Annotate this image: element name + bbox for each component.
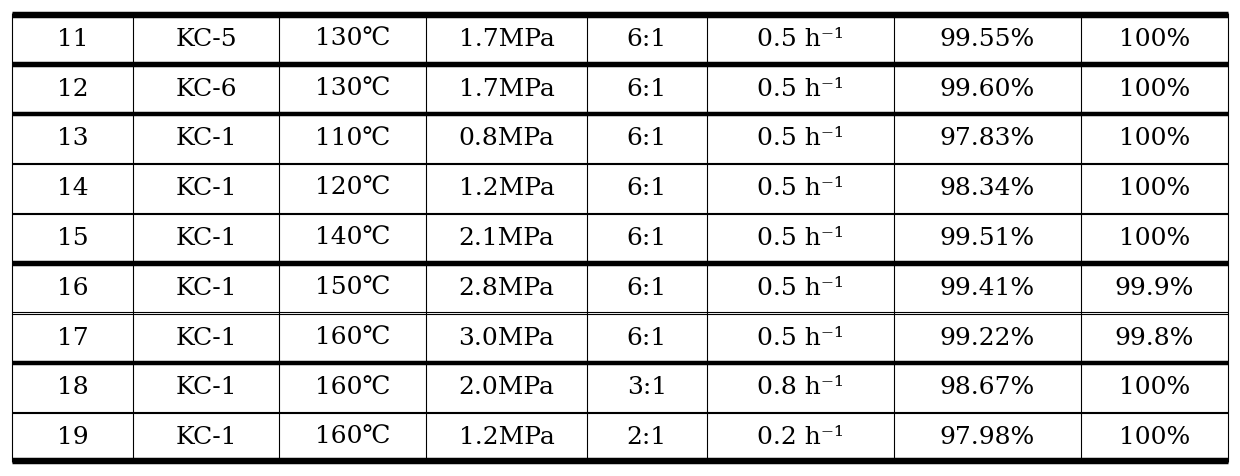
Text: 0.5 h⁻¹: 0.5 h⁻¹ [756,28,843,50]
Text: 19: 19 [57,426,88,448]
Text: 6:1: 6:1 [626,227,667,249]
Text: 99.8%: 99.8% [1115,326,1194,349]
Text: KC-1: KC-1 [175,426,237,448]
Text: 13: 13 [57,127,88,150]
Text: 100%: 100% [1118,28,1189,50]
Text: 100%: 100% [1118,376,1189,398]
Text: 98.67%: 98.67% [940,376,1035,398]
Text: 99.51%: 99.51% [940,227,1035,249]
Text: 2.0MPa: 2.0MPa [459,376,554,398]
Text: 18: 18 [57,376,88,398]
Text: 110℃: 110℃ [315,127,391,150]
Text: 140℃: 140℃ [315,227,391,249]
Text: 6:1: 6:1 [626,127,667,150]
Text: 2.8MPa: 2.8MPa [459,276,554,299]
Text: 2:1: 2:1 [626,426,667,448]
Text: 130℃: 130℃ [315,28,391,50]
Text: KC-1: KC-1 [175,276,237,299]
Text: 100%: 100% [1118,127,1189,150]
Text: 1.2MPa: 1.2MPa [459,177,554,200]
Text: 100%: 100% [1118,78,1189,100]
Text: 11: 11 [57,28,88,50]
Text: 0.5 h⁻¹: 0.5 h⁻¹ [756,177,843,200]
Text: 0.5 h⁻¹: 0.5 h⁻¹ [756,227,843,249]
Text: 6:1: 6:1 [626,326,667,349]
Text: 0.8 h⁻¹: 0.8 h⁻¹ [756,376,843,398]
Text: 0.5 h⁻¹: 0.5 h⁻¹ [756,276,843,299]
Text: 99.41%: 99.41% [940,276,1035,299]
Text: KC-1: KC-1 [175,227,237,249]
Text: 6:1: 6:1 [626,276,667,299]
Text: 12: 12 [57,78,88,100]
Text: 97.83%: 97.83% [940,127,1035,150]
Text: KC-1: KC-1 [175,127,237,150]
Text: KC-1: KC-1 [175,177,237,200]
Text: 100%: 100% [1118,227,1189,249]
Text: 0.8MPa: 0.8MPa [459,127,554,150]
Text: 160℃: 160℃ [315,426,391,448]
Text: KC-5: KC-5 [175,28,237,50]
Text: 98.34%: 98.34% [940,177,1035,200]
Text: 99.22%: 99.22% [940,326,1035,349]
Text: 100%: 100% [1118,177,1189,200]
Text: 6:1: 6:1 [626,177,667,200]
Text: 160℃: 160℃ [315,376,391,398]
Text: KC-1: KC-1 [175,376,237,398]
Text: 130℃: 130℃ [315,78,391,100]
Text: 0.2 h⁻¹: 0.2 h⁻¹ [756,426,843,448]
Text: 16: 16 [57,276,88,299]
Text: 2.1MPa: 2.1MPa [459,227,554,249]
Text: KC-1: KC-1 [175,326,237,349]
Text: 150℃: 150℃ [315,276,391,299]
Text: 15: 15 [57,227,88,249]
Text: 0.5 h⁻¹: 0.5 h⁻¹ [756,127,843,150]
Text: 17: 17 [57,326,88,349]
Text: 100%: 100% [1118,426,1189,448]
Text: 1.7MPa: 1.7MPa [459,78,554,100]
Text: 97.98%: 97.98% [940,426,1035,448]
Text: 120℃: 120℃ [315,177,391,200]
Text: 0.5 h⁻¹: 0.5 h⁻¹ [756,326,843,349]
Text: 160℃: 160℃ [315,326,391,349]
Text: 6:1: 6:1 [626,28,667,50]
Text: 99.55%: 99.55% [940,28,1035,50]
Text: 6:1: 6:1 [626,78,667,100]
Text: KC-6: KC-6 [175,78,237,100]
Text: 0.5 h⁻¹: 0.5 h⁻¹ [756,78,843,100]
Text: 14: 14 [57,177,88,200]
Text: 1.7MPa: 1.7MPa [459,28,554,50]
Text: 99.9%: 99.9% [1115,276,1194,299]
Text: 3:1: 3:1 [626,376,667,398]
Text: 1.2MPa: 1.2MPa [459,426,554,448]
Text: 3.0MPa: 3.0MPa [459,326,554,349]
Text: 99.60%: 99.60% [940,78,1035,100]
